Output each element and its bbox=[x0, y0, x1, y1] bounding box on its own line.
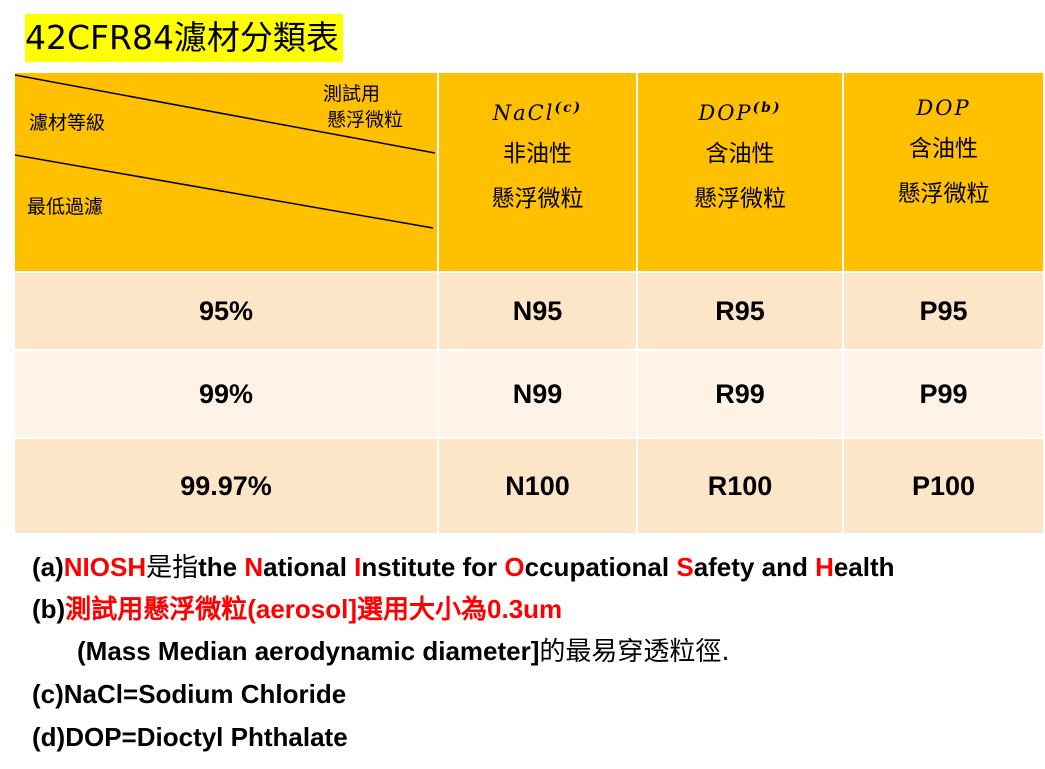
corner-label-min-efficiency: 最低過濾 bbox=[27, 196, 104, 218]
header-col-dop-b-line1: 含油性 bbox=[705, 141, 775, 167]
corner-label-test-aerosol-2: 懸浮微粒 bbox=[327, 109, 404, 131]
page-title: 42CFR84濾材分類表 bbox=[25, 14, 343, 62]
header-col-dop: DOP 含油性 懸浮微粒 bbox=[844, 73, 1043, 271]
row-99-r-class: R99 bbox=[638, 351, 842, 437]
header-col-dop-line1: 含油性 bbox=[909, 136, 978, 162]
corner-label-filter-class: 濾材等級 bbox=[29, 112, 106, 134]
header-col-dop-agent: DOP bbox=[916, 96, 971, 120]
row-9997-r-class: R100 bbox=[638, 439, 842, 533]
row-99-n-class: N99 bbox=[439, 351, 636, 437]
footnote-b: (b)測試用懸浮微粒(aerosol]選用大小為0.3um bbox=[32, 594, 563, 624]
header-col-nacl-line2: 懸浮微粒 bbox=[491, 186, 584, 212]
corner-label-test-aerosol-1: 測試用 bbox=[323, 83, 381, 105]
row-95-efficiency: 95% bbox=[15, 273, 437, 349]
row-95-r-class: R95 bbox=[638, 273, 842, 349]
footnote-c: (c)NaCl=Sodium Chloride bbox=[32, 679, 347, 709]
row-9997-efficiency: 99.97% bbox=[15, 439, 437, 533]
footnote-d: (d)DOP=Dioctyl Phthalate bbox=[32, 722, 348, 752]
header-col-dop-b: DOP(b) 含油性 懸浮微粒 bbox=[638, 73, 842, 271]
header-corner-cell: 測試用 懸浮微粒 濾材等級 最低過濾 bbox=[15, 73, 437, 271]
row-9997-p-class: P100 bbox=[844, 439, 1043, 533]
row-95-n-class: N95 bbox=[439, 273, 636, 349]
header-col-dop-b-agent: DOP(b) bbox=[698, 100, 782, 125]
corner-diagonal-lines bbox=[15, 74, 436, 229]
footnote-b-continued: (Mass Median aerodynamic diameter]的最易穿透粒… bbox=[77, 636, 730, 667]
header-col-nacl-line1: 非油性 bbox=[503, 141, 572, 167]
row-99-p-class: P99 bbox=[844, 351, 1043, 437]
footnote-a: (a)NIOSH是指the National Institute for Occ… bbox=[32, 552, 895, 583]
header-col-nacl-agent: NaCl(c) bbox=[492, 100, 583, 125]
header-col-nacl: NaCl(c) 非油性 懸浮微粒 bbox=[439, 73, 636, 271]
row-9997-n-class: N100 bbox=[439, 439, 636, 533]
row-99-efficiency: 99% bbox=[15, 351, 437, 437]
row-95-p-class: P95 bbox=[844, 273, 1043, 349]
header-col-dop-line2: 懸浮微粒 bbox=[897, 181, 990, 207]
header-col-dop-b-line2: 懸浮微粒 bbox=[694, 186, 786, 212]
